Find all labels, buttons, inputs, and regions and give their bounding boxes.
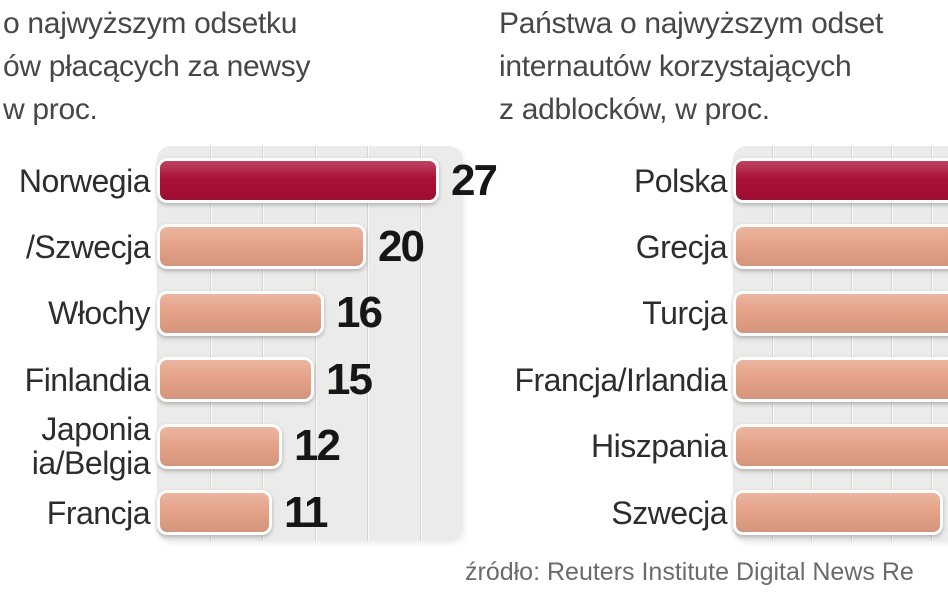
bar-label-francja: Francja <box>46 494 151 531</box>
bar-label-norwegia: Norwegia <box>18 162 151 199</box>
bar-hiszpania <box>733 423 948 469</box>
gridline <box>314 146 317 541</box>
left-chart-title-line: o najwyższym odsetku <box>3 7 298 40</box>
bar-value-japonia-ia-belgia: 12 <box>294 421 341 471</box>
left-chart-title: o najwyższym odsetku ów płacących za new… <box>3 2 310 131</box>
left-chart-title-line: ów płacących za newsy <box>3 50 311 83</box>
bar-label-hiszpania: Hiszpania <box>590 428 728 465</box>
bar--szwecja <box>157 224 366 270</box>
gridline <box>811 146 814 541</box>
bar-włochy <box>157 290 324 336</box>
bar-label-francja-irlandia: Francja/Irlandia <box>514 361 727 398</box>
gridline <box>209 146 212 541</box>
right-chart-title-line: internautów korzystających <box>499 50 852 83</box>
bar-francja-irlandia <box>733 357 948 403</box>
left-chart-title-line: w proc. <box>3 93 98 126</box>
bar-label-finlandia: Finlandia <box>24 361 151 398</box>
bar-label--szwecja: /Szwecja <box>25 228 151 265</box>
bar-label-włochy: Włochy <box>48 295 150 332</box>
bar-value-francja: 11 <box>284 487 328 537</box>
bar-label-grecja: Grecja <box>635 228 728 265</box>
bar-grecja <box>733 224 948 270</box>
bar-turcja <box>733 290 948 336</box>
source-note: źródło: Reuters Institute Digital News R… <box>465 558 914 586</box>
bar-japonia-ia-belgia <box>157 423 282 469</box>
gridline <box>930 146 933 541</box>
bar-label-szwecja: Szwecja <box>611 494 727 531</box>
right-chart-title: Państwa o najwyższym odset internautów k… <box>499 2 883 131</box>
gridline <box>262 146 264 541</box>
gridline <box>890 146 893 541</box>
gridline <box>851 146 854 541</box>
right-chart-title-line: z adblocków, w proc. <box>499 93 770 126</box>
bar-polska <box>733 158 948 203</box>
gridline <box>367 146 369 541</box>
bar-finlandia <box>157 357 314 403</box>
bar-value-finlandia: 15 <box>326 354 373 404</box>
bar-value-włochy: 16 <box>336 288 383 338</box>
bar-szwecja <box>733 490 943 535</box>
gridline <box>419 146 422 541</box>
gridline <box>771 146 774 541</box>
bar-francja <box>157 490 272 535</box>
bar-label-polska: Polska <box>633 162 728 199</box>
bar-label-japonia-ia-belgia: Japonia ia/Belgia <box>31 411 151 482</box>
bar-norwegia <box>157 158 439 203</box>
right-plot-area <box>733 146 948 541</box>
bar-value--szwecja: 20 <box>378 221 425 271</box>
right-chart-title-line: Państwa o najwyższym odset <box>499 7 884 40</box>
left-plot-area <box>157 146 463 541</box>
bar-value-norwegia: 27 <box>451 155 498 205</box>
bar-label-turcja: Turcja <box>642 295 727 332</box>
